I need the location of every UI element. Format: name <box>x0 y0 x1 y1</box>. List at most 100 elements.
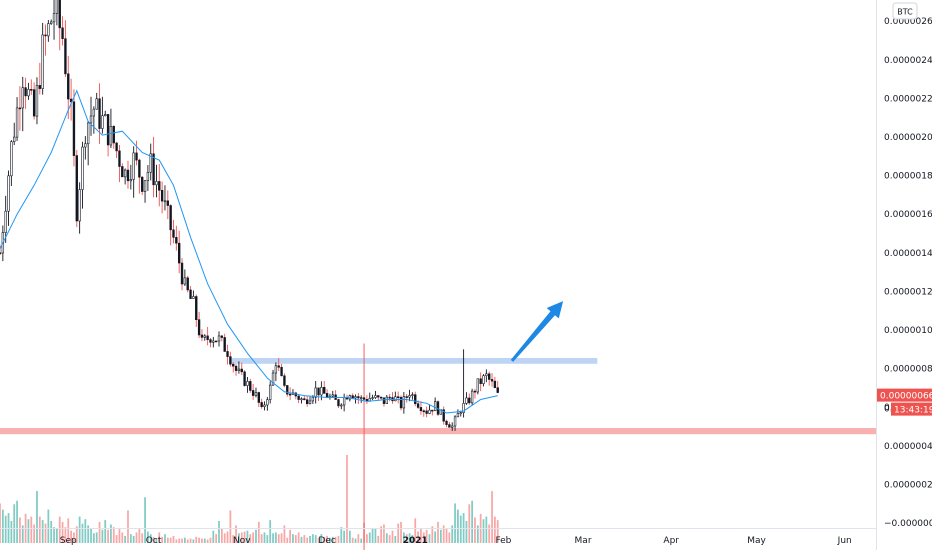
candle-body <box>143 180 147 192</box>
candle-body <box>354 396 357 399</box>
candle-body <box>482 375 485 384</box>
candle-body <box>15 107 19 138</box>
volume-bar <box>215 534 218 543</box>
time-tick-label: Oct <box>146 536 162 546</box>
volume-bar <box>314 535 317 543</box>
candle-body <box>47 23 50 37</box>
volume-bar <box>366 534 368 543</box>
candle-body <box>112 125 115 144</box>
candle-body <box>106 114 110 146</box>
volume-bar <box>275 532 277 543</box>
candle-body <box>152 153 155 186</box>
time-axis[interactable]: Sep Oct Nov Dec 2021 Feb Mar Apr May Jun <box>60 536 852 546</box>
volume-bar <box>300 536 303 543</box>
countdown-label: 13:43:19 <box>894 406 932 416</box>
candle-body <box>186 277 189 291</box>
candle-body <box>160 189 164 202</box>
candle-body <box>377 395 380 398</box>
candle-body <box>169 205 172 231</box>
volume-bar <box>138 528 141 543</box>
candle-body <box>209 339 212 343</box>
candle-body <box>21 87 24 109</box>
candle-body <box>422 410 425 413</box>
candle-body <box>58 0 61 29</box>
candle-body <box>496 387 499 393</box>
volume-bar <box>101 529 104 543</box>
volume-bar <box>209 537 212 543</box>
volume-bar <box>206 539 209 543</box>
candle-body <box>428 409 431 414</box>
volume-bar <box>240 532 243 543</box>
volume-bar <box>186 539 189 543</box>
volume-bar <box>21 525 24 543</box>
volume-bar <box>334 536 337 543</box>
volume-bar <box>405 534 408 543</box>
volume-bar <box>67 518 70 543</box>
candle-layer <box>0 0 499 550</box>
currency-badge[interactable] <box>892 2 918 20</box>
candle-body <box>488 373 491 380</box>
ma-layer <box>0 89 498 414</box>
volume-bar <box>127 510 129 543</box>
candle-body <box>288 393 292 396</box>
candle-body <box>72 101 76 156</box>
candle-body <box>237 368 241 371</box>
volume-bar <box>129 534 132 543</box>
volume-bar <box>161 536 163 543</box>
volume-bar <box>385 533 388 543</box>
candle-body <box>479 378 482 384</box>
volume-bar <box>329 537 331 543</box>
volume-bar <box>294 535 297 543</box>
candle-body <box>214 340 218 343</box>
candle-body <box>305 399 309 405</box>
candle-body <box>280 366 283 377</box>
candle-body <box>27 89 30 97</box>
volume-bar <box>158 532 161 543</box>
volume-bar <box>201 538 203 543</box>
volume-bar <box>64 527 67 543</box>
candle-body <box>303 398 306 401</box>
candle-body <box>342 396 346 406</box>
candle-body <box>30 89 33 91</box>
volume-bar <box>402 532 405 543</box>
volume-bar <box>203 538 206 543</box>
candle-body <box>189 289 192 299</box>
volume-bar <box>354 538 357 543</box>
volume-bar <box>124 535 127 543</box>
price-tick-label: −0.00000000 <box>884 519 932 529</box>
volume-bar <box>4 515 7 543</box>
currency-badge-label: BTC <box>897 8 913 17</box>
volume-bar <box>56 528 58 543</box>
volume-bar <box>434 531 437 543</box>
time-tick-label: Nov <box>233 536 251 546</box>
last-price-tag[interactable] <box>877 388 932 402</box>
volume-bar <box>252 532 255 543</box>
volume-bar <box>417 531 419 543</box>
volume-bar <box>263 532 266 543</box>
time-tick-label: May <box>747 536 766 546</box>
candle-body <box>123 169 127 178</box>
candle-body <box>240 368 243 373</box>
volume-bar <box>104 520 107 543</box>
candle-body <box>200 334 204 338</box>
candle-body <box>220 335 224 338</box>
candle-body <box>451 425 454 428</box>
volume-bar <box>457 509 459 543</box>
volume-bar <box>33 524 36 543</box>
candle-body <box>223 337 226 352</box>
candle-body <box>453 416 457 427</box>
volume-bar <box>351 537 354 543</box>
candle-body <box>431 409 434 412</box>
candle-body <box>172 229 175 238</box>
candle-body <box>183 277 187 285</box>
volume-bar <box>75 526 78 543</box>
candle-body <box>371 397 374 399</box>
candle-body <box>379 396 383 399</box>
volume-bar <box>78 516 81 543</box>
candle-body <box>249 381 252 391</box>
volume-bar <box>135 532 138 543</box>
volume-bar <box>220 528 223 543</box>
